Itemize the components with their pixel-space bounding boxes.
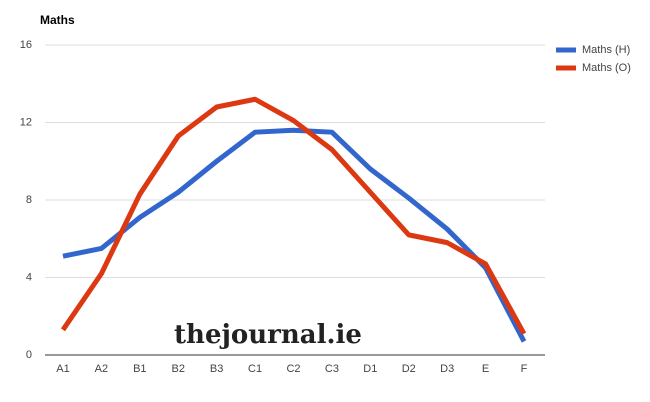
y-tick-label: 12 [20, 116, 32, 128]
line-series [62, 127, 527, 343]
chart-title: Maths [40, 13, 75, 27]
line-series [60, 96, 527, 335]
x-tick-label: C3 [325, 363, 339, 375]
legend-label: Maths (O) [582, 62, 631, 74]
x-tick-label: A2 [95, 363, 108, 375]
x-tick-label: D1 [363, 363, 377, 375]
y-tick-label: 4 [26, 271, 32, 283]
x-tick-label: B3 [210, 363, 223, 375]
x-tick-label: D2 [402, 363, 416, 375]
y-tick-label: 8 [26, 194, 32, 206]
x-tick-label: B2 [172, 363, 185, 375]
y-tick-label: 0 [26, 349, 32, 361]
y-tick-label: 16 [20, 39, 32, 51]
x-tick-label: E [482, 363, 489, 375]
x-tick-label: F [521, 363, 528, 375]
watermark: thejournal.ie [174, 320, 362, 350]
x-tick-label: A1 [56, 363, 69, 375]
x-tick-label: C1 [248, 363, 262, 375]
x-tick-label: C2 [286, 363, 300, 375]
legend-label: Maths (H) [582, 44, 630, 56]
x-tick-label: B1 [133, 363, 146, 375]
x-tick-label: D3 [440, 363, 454, 375]
